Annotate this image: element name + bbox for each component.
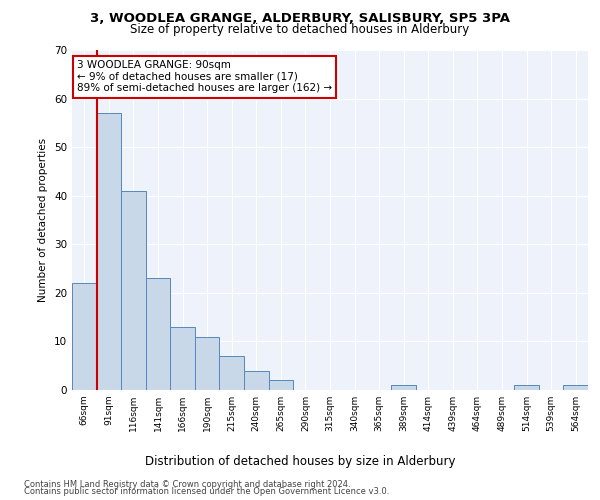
Y-axis label: Number of detached properties: Number of detached properties [38,138,49,302]
Bar [391,385,416,390]
Text: 3 WOODLEA GRANGE: 90sqm
← 9% of detached houses are smaller (17)
89% of semi-det: 3 WOODLEA GRANGE: 90sqm ← 9% of detached… [77,60,332,94]
Bar [170,327,195,390]
Text: Contains public sector information licensed under the Open Government Licence v3: Contains public sector information licen… [24,487,389,496]
Text: Contains HM Land Registry data © Crown copyright and database right 2024.: Contains HM Land Registry data © Crown c… [24,480,350,489]
Bar [121,191,146,390]
Bar [72,283,97,390]
Bar [269,380,293,390]
Text: Size of property relative to detached houses in Alderbury: Size of property relative to detached ho… [130,22,470,36]
Bar [563,385,588,390]
Bar [244,370,269,390]
Bar [97,113,121,390]
Bar [220,356,244,390]
Text: 3, WOODLEA GRANGE, ALDERBURY, SALISBURY, SP5 3PA: 3, WOODLEA GRANGE, ALDERBURY, SALISBURY,… [90,12,510,26]
Bar [195,336,220,390]
Bar [514,385,539,390]
Text: Distribution of detached houses by size in Alderbury: Distribution of detached houses by size … [145,454,455,468]
Bar [146,278,170,390]
